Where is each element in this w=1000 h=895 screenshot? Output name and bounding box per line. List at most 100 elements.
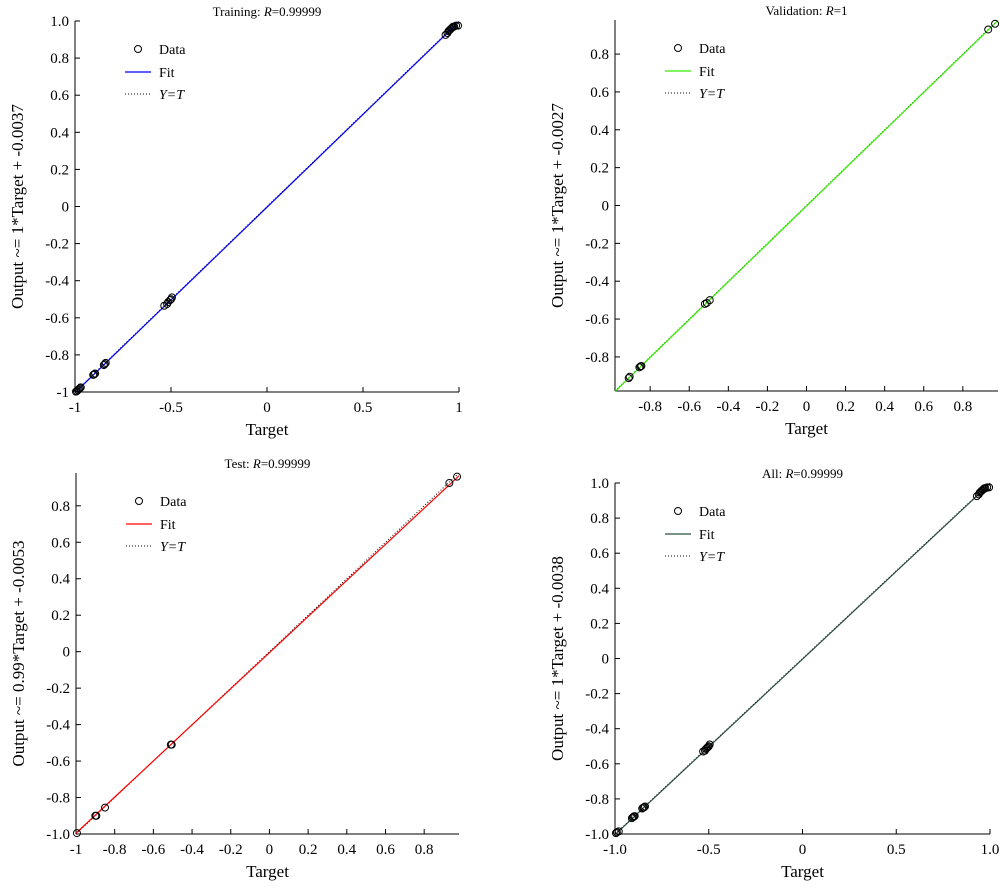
x-axis-title: Target [785,419,828,438]
data-point [91,369,100,378]
x-tick-label: 0 [266,842,274,858]
y-tick-label: -0.6 [46,754,70,770]
data-point [99,361,108,370]
data-point [453,472,462,481]
y-tick-label: 0 [602,199,610,215]
y-tick-label: 0.8 [51,499,70,515]
y-tick-label: 0.2 [51,608,70,624]
x-axis-title: Target [781,862,824,881]
y-tick-label: 1.0 [590,476,609,492]
x-tick-label: 0.2 [299,842,318,858]
x-tick-label: 0 [263,400,271,416]
legend-fit-label: Fit [160,518,176,533]
chart-panel-training: -1 -0.5 0 0.5 1 -1 -0.8 -0.6 -0.4 -0.2 0 0.2 0.4 0.6 0… [8,4,463,439]
legend: Data Fit Y=T [665,42,726,102]
title-r-value: =1 [834,3,848,18]
x-tick-label: 0.5 [887,842,906,858]
legend-data-label: Data [699,42,726,57]
chart-panel-validation: -0.8 -0.6 -0.4 -0.2 0 0.2 0.4 0.6 0.8 -0.8 -0.6 -0.… [548,3,1000,438]
y-tick-label: 0.8 [50,51,69,67]
x-tick-label: -0.2 [219,842,243,858]
legend-ideal-label: Y=T [699,550,725,565]
panel-title: Training: R=0.99999 [213,4,322,19]
data-point [704,742,713,751]
data-point [628,813,637,822]
y-tick-label: -0.4 [45,274,69,290]
y-tick-label: -0.2 [585,687,609,703]
y-tick-label: 0.6 [51,535,70,551]
y-axis-title: Output ~= 0.99*Target + -0.0053 [9,540,28,766]
legend-data-marker [674,44,682,52]
x-tick-label: -0.2 [756,399,780,415]
panel-title: All: R=0.99999 [762,466,843,481]
data-point [991,19,1000,28]
data-point [705,740,714,749]
y-tick-label: 0.6 [590,546,609,562]
data-point [985,483,994,492]
data-point [630,812,639,821]
data-point [74,385,83,394]
x-tick-label: 0 [803,399,811,415]
y-tick-label: -0.8 [585,350,609,366]
x-tick-label: 0.6 [914,399,933,415]
y-tick-label: -0.2 [45,237,69,253]
data-point [702,298,711,307]
y-tick-label: -0.6 [45,311,69,327]
y-tick-label: -0.4 [585,722,609,738]
data-point [101,803,110,812]
x-tick-label: -0.8 [103,842,127,858]
data-point [73,386,82,395]
data-point [624,374,633,383]
legend-fit-label: Fit [159,66,175,81]
x-tick-label: -1.0 [603,842,627,858]
data-point [100,360,109,369]
data-point [454,21,463,30]
x-tick-label: 0.8 [415,842,434,858]
x-tick-label: -1 [69,400,82,416]
x-tick-label: -1 [70,842,83,858]
data-point [92,811,101,820]
panel-title: Test: R=0.99999 [225,456,311,471]
title-prefix: Validation: [765,3,825,18]
data-point [641,802,649,811]
data-point [75,384,84,393]
title-r-value: =0.99999 [261,456,311,471]
x-tick-label: 0.5 [354,400,373,416]
data-point [90,370,99,379]
x-tick-label: 1.0 [981,842,1000,858]
title-prefix: Training: [213,4,264,19]
y-tick-label: -0.4 [46,718,70,734]
legend-data-marker [135,497,143,505]
y-tick-label: -0.6 [585,312,609,328]
y-tick-label: -0.4 [585,274,609,290]
legend-data-label: Data [160,495,187,510]
legend: Data Fit Y=T [665,505,726,565]
legend-fit-label: Fit [699,528,715,543]
fit-line [614,483,991,836]
x-tick-label: -0.6 [141,842,165,858]
data-point [101,358,110,367]
x-tick-label: 1 [455,400,463,416]
title-prefix: All: [762,466,785,481]
title-r-value: =0.99999 [793,466,843,481]
data-point [984,25,993,34]
y-tick-label: 0.2 [590,616,609,632]
legend-data-marker [134,45,142,53]
data-point [164,298,173,307]
y-tick-label: 0.4 [50,125,69,141]
data-point [635,363,644,372]
y-axis-title: Output ~= 1*Target + -0.0038 [548,556,567,761]
legend: Data Fit Y=T [125,43,186,103]
x-tick-label: -0.6 [677,399,701,415]
title-r-value: =0.99999 [272,4,322,19]
y-tick-label: -0.2 [585,236,609,252]
y-tick-label: -1 [57,385,70,401]
data-point [705,296,714,305]
y-tick-label: 0.2 [50,162,69,178]
x-axis-title: Target [246,420,289,439]
legend-ideal-label: Y=T [159,88,185,103]
x-tick-label: -0.5 [697,842,721,858]
data-point [640,803,649,812]
fit-line [74,21,460,394]
